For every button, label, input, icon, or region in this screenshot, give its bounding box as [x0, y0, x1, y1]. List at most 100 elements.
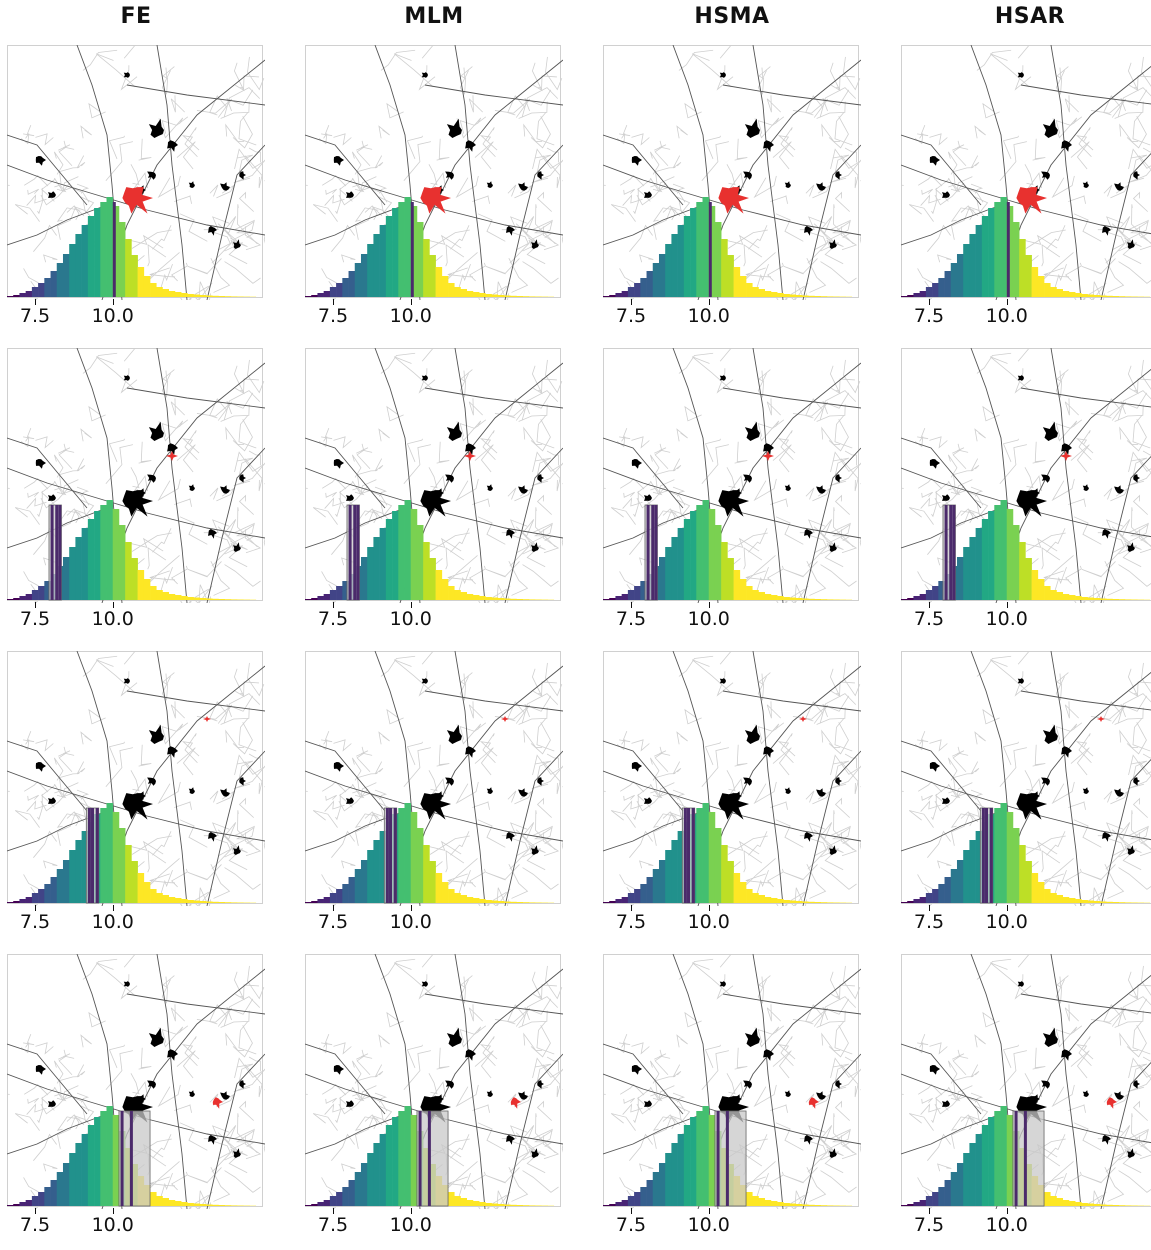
histogram-bar	[404, 1106, 412, 1206]
minor-roads	[305, 348, 563, 603]
histogram-bar	[100, 202, 107, 297]
histogram-bar	[81, 831, 89, 903]
histogram-bar	[379, 225, 387, 297]
histogram-bar	[752, 893, 759, 903]
histogram-bar	[826, 1205, 834, 1206]
major-roads	[305, 651, 563, 906]
x-tick-mark	[708, 299, 710, 305]
observed-value-line	[944, 505, 948, 600]
histogram-bar	[1124, 902, 1132, 903]
histogram-bar	[206, 1204, 213, 1206]
histogram-bar	[919, 594, 927, 600]
histogram-bar	[168, 897, 176, 903]
histogram-bar	[379, 831, 387, 903]
histogram-bar	[224, 1205, 232, 1206]
histogram-bar	[199, 598, 207, 600]
histogram-bar	[969, 537, 976, 600]
histogram-bar	[385, 1125, 393, 1206]
histogram-bar	[1037, 882, 1045, 903]
histogram-bar	[212, 295, 219, 297]
histogram-bar	[925, 287, 933, 297]
histogram-bar	[100, 808, 107, 903]
histogram-bar	[174, 595, 182, 600]
histogram-bar	[131, 255, 138, 297]
neighborhoods	[929, 72, 1140, 249]
histogram-bar	[62, 1163, 70, 1206]
histogram-bar	[1087, 1203, 1095, 1206]
histogram	[603, 197, 853, 297]
panel-svg	[305, 45, 563, 300]
histogram-bar	[1118, 902, 1126, 903]
histogram-bar	[1050, 590, 1057, 600]
histogram-bar	[13, 1204, 20, 1206]
histogram-bar	[342, 581, 349, 600]
histogram-bar	[466, 1200, 474, 1206]
histogram-bar	[746, 889, 753, 903]
highlight-region	[1097, 716, 1105, 722]
histogram-bar	[658, 860, 666, 903]
x-tick-label: 7.5	[317, 305, 349, 327]
observed-value-line	[356, 505, 360, 600]
histogram-bar	[367, 244, 374, 297]
panel-svg	[305, 651, 563, 906]
histogram-bar	[535, 902, 542, 903]
histogram-bar	[156, 590, 163, 600]
histogram-bar	[485, 1203, 492, 1206]
histogram-bar	[1006, 1115, 1014, 1206]
x-tick-mark	[34, 602, 36, 608]
histogram-bar	[770, 292, 778, 297]
panel-svg	[603, 651, 861, 906]
histogram-bar	[1112, 296, 1119, 297]
histogram-bar	[1056, 289, 1064, 297]
histogram-bar	[218, 1205, 225, 1206]
histogram-bar	[944, 1180, 952, 1206]
histogram-bar	[206, 901, 213, 903]
observed-value-line	[683, 808, 687, 903]
histogram-bar	[789, 900, 797, 903]
x-tick-mark	[928, 1208, 930, 1214]
histogram-bar	[814, 599, 821, 600]
histogram-bar	[733, 570, 741, 600]
histogram-bar	[323, 1200, 331, 1206]
histogram-bar	[777, 899, 784, 903]
histogram-bar	[925, 590, 933, 600]
neighborhoods	[631, 375, 842, 552]
highlight-region	[122, 187, 153, 214]
histogram-bar	[671, 537, 678, 600]
histogram-bar	[833, 599, 840, 600]
histogram-bar	[510, 901, 517, 903]
histogram-bar	[783, 597, 790, 600]
histogram-bar	[528, 599, 536, 600]
histogram-bar	[100, 505, 107, 600]
histogram-bar	[783, 900, 790, 903]
observed-value-line	[952, 505, 956, 600]
histogram-bar	[789, 597, 797, 600]
histogram-bar	[783, 1203, 790, 1206]
histogram-bar	[603, 296, 610, 297]
histogram-bar	[938, 884, 945, 903]
histogram-bar	[31, 893, 39, 903]
observed-value-line	[985, 808, 989, 903]
histogram-bar	[714, 828, 722, 903]
histogram-bar	[1081, 900, 1088, 903]
histogram-bar	[770, 595, 778, 600]
histogram-bar	[1106, 901, 1113, 903]
neighborhoods	[35, 72, 246, 249]
histogram-bar	[1031, 873, 1039, 903]
histogram-bar	[174, 1201, 182, 1206]
histogram-bar	[833, 902, 840, 903]
histogram-bar	[50, 1180, 58, 1206]
histogram-bar	[385, 519, 393, 600]
histogram-bar	[19, 596, 26, 600]
histogram-bar	[125, 845, 132, 903]
histogram-bar	[795, 598, 803, 600]
histogram-bar	[913, 293, 920, 297]
histogram-bar	[392, 208, 399, 297]
histogram-bar	[1100, 295, 1107, 297]
histogram-bar	[627, 1196, 635, 1206]
histogram-bar	[1012, 828, 1020, 903]
histogram-bar	[460, 895, 468, 903]
histogram-bar	[305, 296, 312, 297]
panel-svg	[603, 348, 861, 603]
histogram-bar	[1112, 902, 1119, 903]
